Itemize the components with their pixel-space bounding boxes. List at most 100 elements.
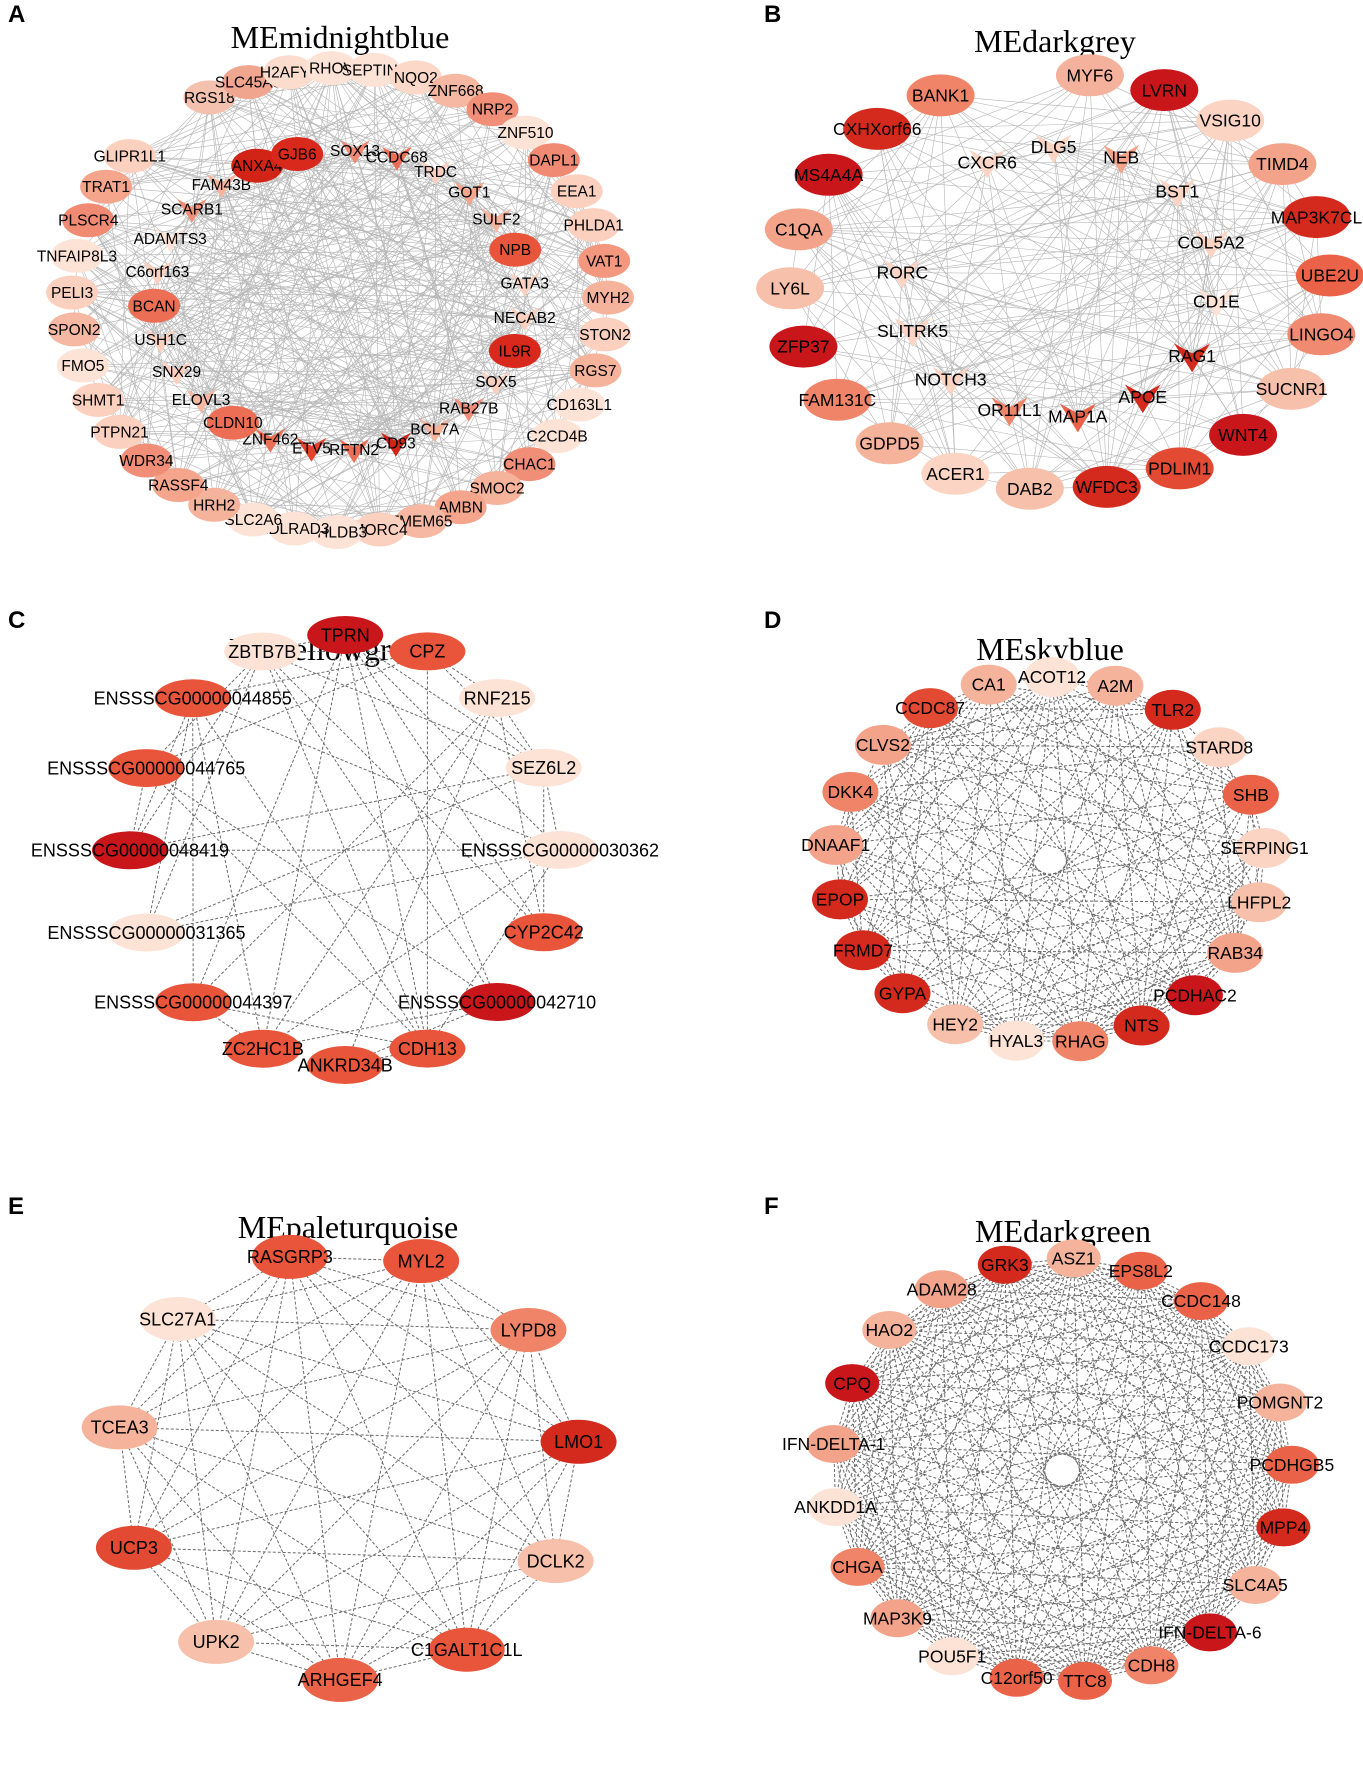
node-vee-shape [161,361,192,386]
network-node: ETV5 [292,437,331,462]
node-ellipse-shape [989,1658,1044,1697]
node-vee-shape [453,397,484,422]
network-node: SLC45A3 [215,65,281,100]
network-edge [232,192,470,423]
network-edge [434,171,436,430]
network-edge [1209,1527,1284,1633]
node-ellipse-shape [152,468,205,502]
network-node: ENSSSCG00000042710 [398,983,596,1021]
node-label: MS4A4A [794,165,863,185]
node-label: IL9R [499,343,532,360]
network-node: NRP2 [466,92,519,127]
node-label: RASSF4 [148,477,209,494]
network-edge [929,707,1081,1042]
network-edge [178,449,355,486]
node-ellipse-shape [1130,69,1199,112]
network-edge [576,191,609,298]
node-label: NOTCH3 [915,370,987,390]
network-edge [1004,1264,1284,1528]
network-edge [952,1631,1210,1657]
edge-layer [789,75,1331,489]
network-edge [888,1329,1018,1678]
network-node: ASZ1 [1046,1239,1101,1278]
node-label: SPON2 [48,322,101,339]
network-edge [543,767,561,851]
network-node: PELI3 [46,275,99,310]
network-edge [466,1329,529,1650]
node-label: C12orf50 [981,1668,1053,1688]
network-edge [857,1300,1202,1568]
network-edge [1053,146,1178,192]
network-node: CCDC173 [1209,1327,1289,1366]
network-edge [835,844,903,994]
network-edge [955,994,1195,1025]
network-node: ENSSSCG00000044855 [94,679,292,718]
network-edge [311,317,525,449]
node-label: TTC8 [1063,1671,1107,1691]
network-edge [902,676,1053,994]
network-node: CCDC87 [895,688,965,729]
network-edge [178,370,596,486]
node-ellipse-shape [505,913,582,952]
network-edge [200,67,332,400]
network-edge [889,1329,1281,1403]
panel-f-network: ASZ1 EPS8L2 CCDC148 CCDC173 POMGNT2 PCDHGB5 MP… [782,1239,1334,1700]
network-node: CXCR6 [958,149,1017,179]
network-edge [851,1264,1006,1384]
network-node: C2CD4B [527,419,588,453]
network-edge [345,1048,428,1066]
node-label: RAB34 [1207,943,1263,963]
network-edge [950,242,1212,380]
node-label: IFN-DELTA-6 [1158,1623,1261,1643]
network-edge [950,334,1322,380]
network-node: NOTCH3 [915,366,987,396]
network-edge [835,684,990,846]
network-edge [862,676,1053,951]
node-label: ARHGEF4 [298,1670,383,1690]
network-edge [153,90,456,307]
network-edge [1077,275,1331,417]
network-node: ZBTB7B [224,632,301,671]
network-node: ZFP37 [769,325,838,368]
network-edge [835,707,931,846]
network-node: SNX29 [152,361,201,386]
node-label: FAM131C [798,390,876,410]
node-label: AMBN [438,500,483,517]
panel-e: E MEpaleturquoise MYL2LYPD8LMO1DCLK2C1GA… [8,1193,617,1702]
node-label: CPQ [833,1373,871,1393]
network-edge [215,1260,422,1643]
node-label: ZNF462 [242,432,298,449]
network-node: GATA3 [501,272,549,297]
network-edge [191,81,249,210]
network-edge [988,684,1173,711]
node-ellipse-shape [434,490,487,525]
network-edge [888,1329,1086,1682]
network-edge [119,1329,529,1428]
network-edge [835,1257,1075,1508]
network-edge [889,1329,1284,1528]
network-node: RAB27B [439,397,498,422]
network-edge [169,238,397,444]
node-label: ENSSSCG00000044855 [94,689,292,709]
node-ellipse-shape [1113,1005,1170,1046]
network-edge [289,1256,556,1562]
node-ellipse-shape [531,419,584,453]
network-edge [833,1264,1006,1445]
network-node: ZNF510 [498,115,554,150]
network-edge [851,1382,1152,1666]
network-edge [1164,90,1217,302]
network-edge [496,350,516,489]
network-node: ANXA4 [231,148,284,183]
node-ellipse-shape [489,232,542,267]
node-vee-shape [480,371,511,396]
network-edge [1073,1258,1152,1666]
network-edge [897,1345,1250,1619]
node-label: ZBTB7B [228,642,296,662]
network-edge [1248,1346,1293,1465]
panel-d: D MEskyblue CA1 ACOT12 A2MTLR2STARD8SHBSER… [764,607,1309,1062]
network-node: IL9R [488,334,541,368]
network-node: DAB2 [995,467,1064,510]
network-edge [119,77,417,433]
network-edge [344,634,498,1003]
node-ellipse-shape [1222,774,1279,815]
